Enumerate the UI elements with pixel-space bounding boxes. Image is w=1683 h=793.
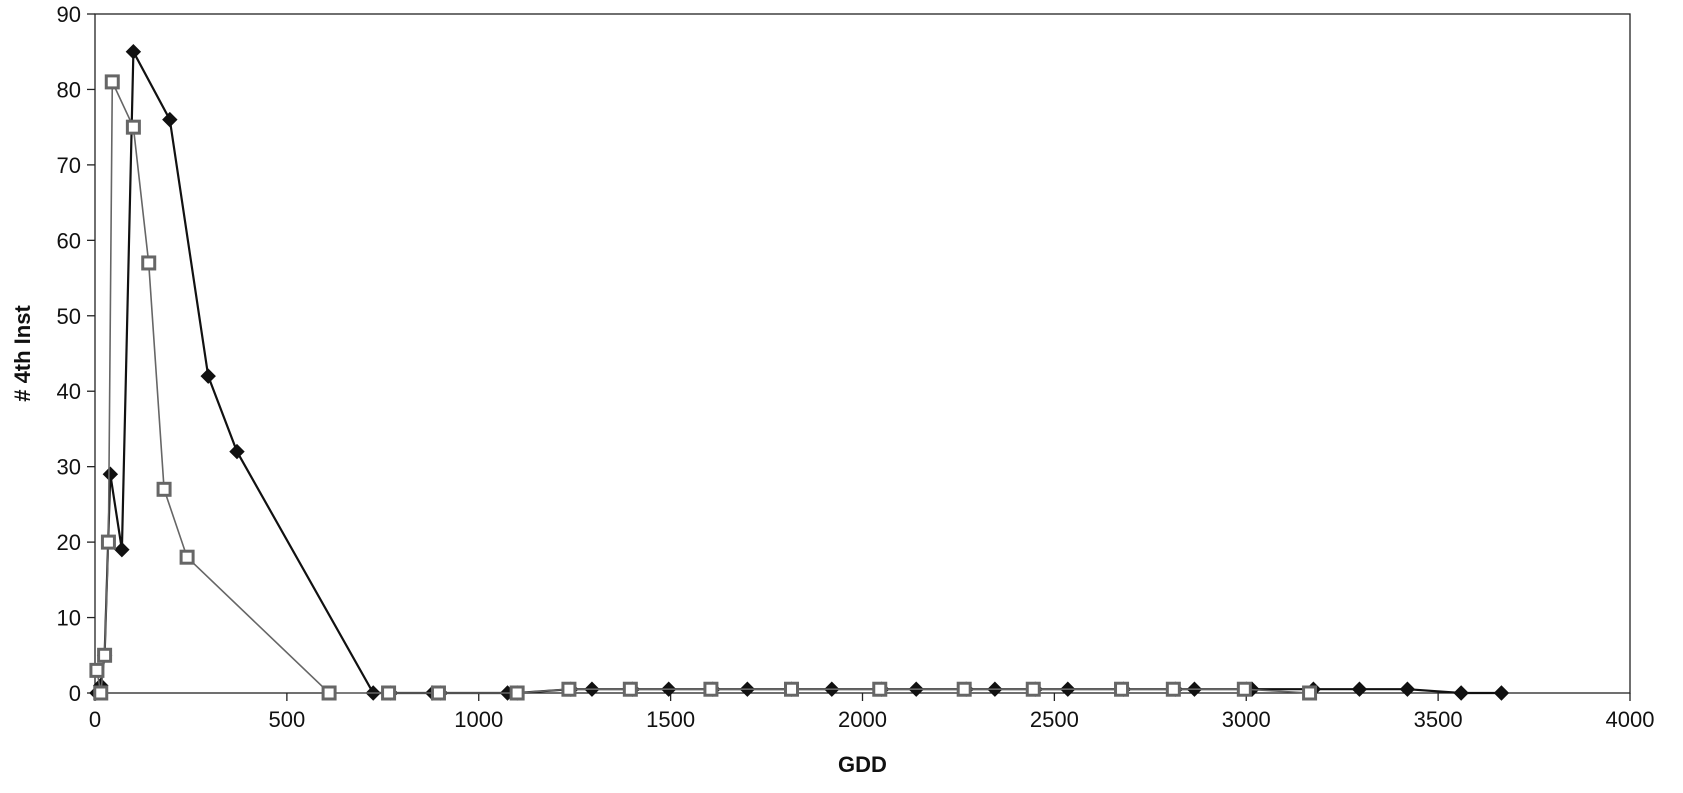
x-tick-label: 1500 <box>646 707 695 732</box>
y-tick-label: 20 <box>57 530 81 555</box>
square-marker <box>89 662 105 678</box>
diamond-marker <box>229 443 245 460</box>
y-tick-label: 60 <box>57 228 81 253</box>
diamond-marker <box>200 368 216 384</box>
square-marker <box>1025 681 1041 697</box>
square-marker <box>141 255 157 271</box>
y-tick-label: 0 <box>69 681 81 706</box>
series-layer <box>89 44 1510 701</box>
square-marker <box>1114 681 1130 697</box>
plot-frame <box>94 13 1631 694</box>
square-marker <box>100 534 116 550</box>
series-2 <box>89 74 1318 701</box>
x-tick-label: 2500 <box>1030 707 1079 732</box>
x-tick-label: 4000 <box>1606 707 1655 732</box>
y-axis-ticks: 0 10 20 30 40 50 60 70 80 90 <box>57 2 95 706</box>
series-1-line <box>95 47 1502 695</box>
square-marker <box>956 681 972 697</box>
square-marker <box>179 549 195 565</box>
square-marker <box>784 681 800 697</box>
diamond-marker <box>1493 685 1510 701</box>
diamond-marker <box>1399 681 1416 697</box>
x-tick-label: 0 <box>89 707 101 732</box>
diamond-marker <box>125 44 142 60</box>
square-marker <box>622 681 638 697</box>
y-tick-label: 90 <box>57 2 81 27</box>
y-tick-label: 30 <box>57 455 81 480</box>
square-marker <box>97 647 113 663</box>
y-tick-label: 70 <box>57 153 81 178</box>
x-tick-label: 500 <box>269 707 306 732</box>
diamond-marker <box>162 111 178 128</box>
square-marker <box>1302 685 1318 701</box>
square-marker <box>125 119 141 135</box>
square-marker <box>1165 681 1181 697</box>
plot-area-border <box>94 13 1631 694</box>
square-marker <box>93 685 109 701</box>
diamond-marker <box>114 541 130 558</box>
square-marker <box>872 681 888 697</box>
square-marker <box>321 685 337 701</box>
x-axis-ticks: 0 500 1000 1500 2000 2500 3000 3500 4000 <box>89 693 1655 732</box>
square-marker <box>381 685 397 701</box>
series-1 <box>89 44 1510 701</box>
square-marker <box>156 481 172 497</box>
x-tick-label: 3500 <box>1414 707 1463 732</box>
square-marker <box>104 74 120 90</box>
diamond-marker <box>102 466 119 482</box>
x-axis-title: GDD <box>838 752 887 777</box>
y-tick-label: 80 <box>57 77 81 102</box>
square-marker <box>1236 681 1252 697</box>
diamond-marker <box>1453 685 1469 701</box>
y-tick-label: 50 <box>57 304 81 329</box>
square-marker <box>430 685 446 701</box>
y-tick-label: 10 <box>57 606 81 631</box>
series-2-line <box>96 81 1310 694</box>
square-marker <box>509 685 525 701</box>
square-marker <box>703 681 719 697</box>
square-marker <box>561 681 577 697</box>
x-tick-label: 1000 <box>454 707 503 732</box>
diamond-marker <box>1351 681 1368 697</box>
y-axis-title: # 4th Inst <box>10 305 35 402</box>
y-tick-label: 40 <box>57 379 81 404</box>
x-tick-label: 3000 <box>1222 707 1271 732</box>
x-tick-label: 2000 <box>838 707 887 732</box>
